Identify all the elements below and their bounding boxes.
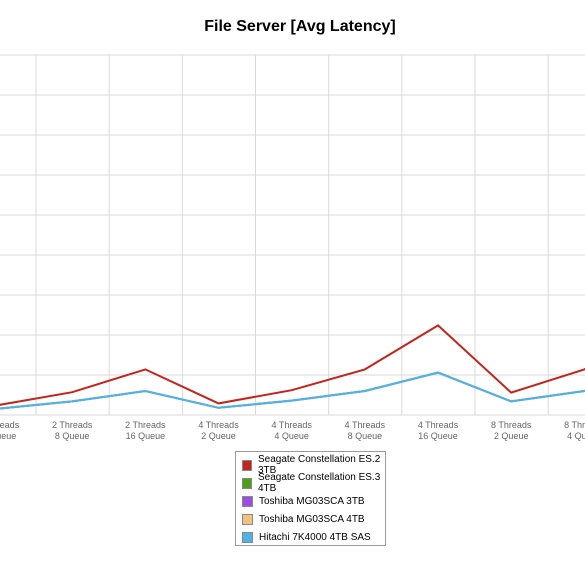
legend-label: Toshiba MG03SCA 3TB (259, 495, 365, 507)
x-tick-label: 8 Threads (491, 420, 532, 430)
x-tick-label: 4 Threads (418, 420, 459, 430)
legend-item: Toshiba MG03SCA 4TB (242, 510, 385, 528)
x-tick-label: 4 Queue (274, 431, 309, 441)
series-line-3 (0, 371, 585, 410)
legend-item: Seagate Constellation ES.2 3TB (242, 454, 385, 476)
legend-swatch (242, 459, 252, 471)
legend-swatch (242, 495, 253, 507)
legend-item: Hitachi 7K4000 4TB SAS (242, 528, 385, 546)
x-tick-label: 4 Threads (272, 420, 313, 430)
x-tick-label: 8 Queue (348, 431, 383, 441)
legend-label: Seagate Constellation ES.2 3TB (257, 454, 381, 476)
legend-label: Toshiba MG03SCA 4TB (259, 513, 365, 525)
series-line-0 (0, 324, 585, 406)
legend-swatch (242, 477, 252, 489)
legend-item: Toshiba MG03SCA 3TB (242, 492, 385, 510)
legend-label: Hitachi 7K4000 4TB SAS (259, 531, 371, 543)
series-line-4 (0, 371, 585, 410)
chart-title: File Server [Avg Latency] (204, 18, 396, 35)
x-tick-label: 2 Queue (201, 431, 236, 441)
x-tick-label: 4 Queue (0, 431, 16, 441)
legend: Seagate Constellation ES.2 3TB Seagate Co… (235, 451, 386, 546)
x-tick-label: 4 Queue (567, 431, 585, 441)
legend-swatch (242, 513, 253, 525)
legend-item: Seagate Constellation ES.3 4TB (242, 472, 385, 494)
x-tick-label: 16 Queue (418, 431, 458, 441)
x-tick-label: 8 Threads (564, 420, 585, 430)
legend-label: Seagate Constellation ES.3 4TB (257, 472, 381, 494)
x-tick-label: 4 Threads (345, 420, 386, 430)
series-line-2 (0, 371, 585, 410)
legend-swatch (242, 531, 253, 543)
x-tick-label: 2 Threads (0, 420, 20, 430)
x-tick-label: 2 Threads (125, 420, 166, 430)
x-tick-label: 16 Queue (126, 431, 166, 441)
x-tick-label: 2 Queue (494, 431, 529, 441)
x-tick-label: 8 Queue (55, 431, 90, 441)
x-tick-label: 4 Threads (198, 420, 239, 430)
x-tick-label: 2 Threads (52, 420, 93, 430)
